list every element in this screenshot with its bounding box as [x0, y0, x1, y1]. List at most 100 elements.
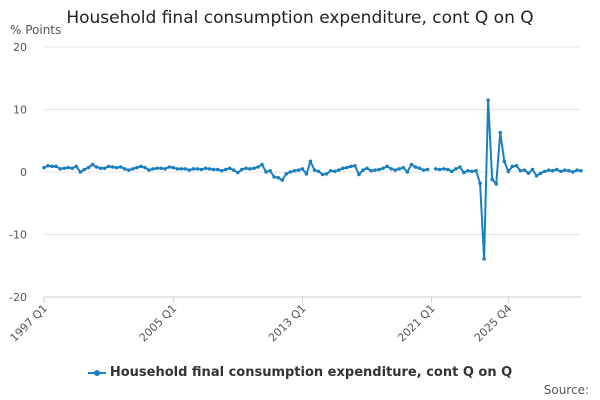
data-point [526, 171, 531, 176]
data-point [397, 167, 402, 171]
data-point [563, 168, 567, 172]
data-point [114, 165, 119, 170]
data-point [179, 167, 184, 171]
data-point [575, 168, 579, 172]
data-point [494, 182, 499, 186]
data-point [187, 168, 192, 172]
data-point [86, 165, 91, 170]
data-point [264, 170, 268, 174]
data-point [324, 172, 329, 176]
data-point [478, 181, 482, 186]
data-point [300, 167, 305, 171]
data-point [425, 167, 430, 172]
series-points [42, 98, 583, 261]
data-point [474, 168, 478, 173]
data-point [514, 163, 519, 168]
data-point [272, 175, 276, 179]
data-point [195, 167, 200, 171]
data-point [62, 166, 66, 171]
data-point [506, 169, 511, 174]
data-point [215, 167, 220, 172]
x-tick-label: 1997 Q1 [8, 302, 51, 345]
data-point [567, 168, 571, 173]
data-point [316, 169, 321, 174]
data-point [421, 168, 426, 172]
data-point [542, 169, 547, 174]
x-ticks: 1997 Q1 2005 Q1 2013 Q1 2021 Q1 2025 Q4 [8, 297, 515, 345]
data-point [498, 130, 503, 135]
data-point [405, 170, 410, 174]
data-point [389, 167, 394, 171]
x-tick-label: 2025 Q4 [472, 302, 515, 345]
data-point [122, 167, 127, 171]
data-point [199, 167, 204, 172]
data-point [98, 166, 103, 171]
data-point [385, 164, 389, 169]
data-point [340, 166, 345, 171]
data-point [458, 165, 462, 169]
data-point [292, 168, 297, 173]
data-point [90, 162, 95, 167]
y-tick-label: 0 [20, 166, 27, 179]
data-point [147, 168, 151, 172]
data-point [377, 167, 381, 172]
data-point [219, 168, 224, 173]
data-point [54, 164, 58, 169]
data-point [126, 168, 131, 172]
data-point [163, 167, 167, 171]
data-point [490, 177, 494, 182]
y-tick-labels: 20 10 0 -10 -20 [9, 41, 27, 304]
data-point [308, 159, 313, 164]
data-point [66, 165, 71, 170]
data-point [433, 167, 438, 171]
y-tick-label: 10 [13, 104, 27, 117]
data-point [357, 172, 361, 177]
data-point [70, 166, 75, 171]
legend-label: Household final consumption expenditure,… [109, 365, 513, 380]
data-point [559, 169, 563, 174]
data-point [312, 168, 317, 172]
data-point [393, 168, 398, 172]
data-point [118, 165, 123, 169]
data-point [381, 166, 385, 171]
data-point [244, 166, 248, 171]
data-point [554, 167, 559, 172]
data-point [522, 168, 527, 172]
data-point [449, 169, 454, 174]
data-point [510, 164, 515, 169]
data-point [260, 162, 264, 167]
data-point [369, 168, 373, 173]
data-point [131, 167, 135, 171]
data-point [46, 163, 50, 168]
data-point [58, 167, 62, 171]
data-point [328, 168, 333, 173]
data-point [102, 166, 107, 171]
data-point [276, 175, 280, 180]
data-point [401, 165, 406, 170]
data-point [579, 168, 583, 173]
data-point [236, 170, 240, 175]
data-point [159, 166, 163, 171]
data-point [409, 162, 414, 167]
data-point [441, 167, 446, 171]
data-point [518, 168, 523, 173]
x-tick-label: 2013 Q1 [266, 302, 309, 345]
data-point [151, 167, 155, 171]
data-point [256, 165, 260, 169]
data-point [373, 168, 377, 172]
data-point [470, 169, 474, 174]
data-point [349, 164, 353, 169]
data-point [135, 165, 139, 170]
data-point [227, 166, 232, 171]
data-point [345, 165, 349, 170]
data-point [171, 165, 176, 170]
data-point [417, 166, 422, 171]
data-point [106, 164, 111, 169]
data-point [248, 167, 252, 171]
legend: Household final consumption expenditure,… [0, 365, 600, 380]
y-tick-label: -10 [9, 229, 27, 242]
data-point [538, 171, 543, 176]
data-point [530, 167, 535, 172]
data-point [413, 165, 418, 169]
